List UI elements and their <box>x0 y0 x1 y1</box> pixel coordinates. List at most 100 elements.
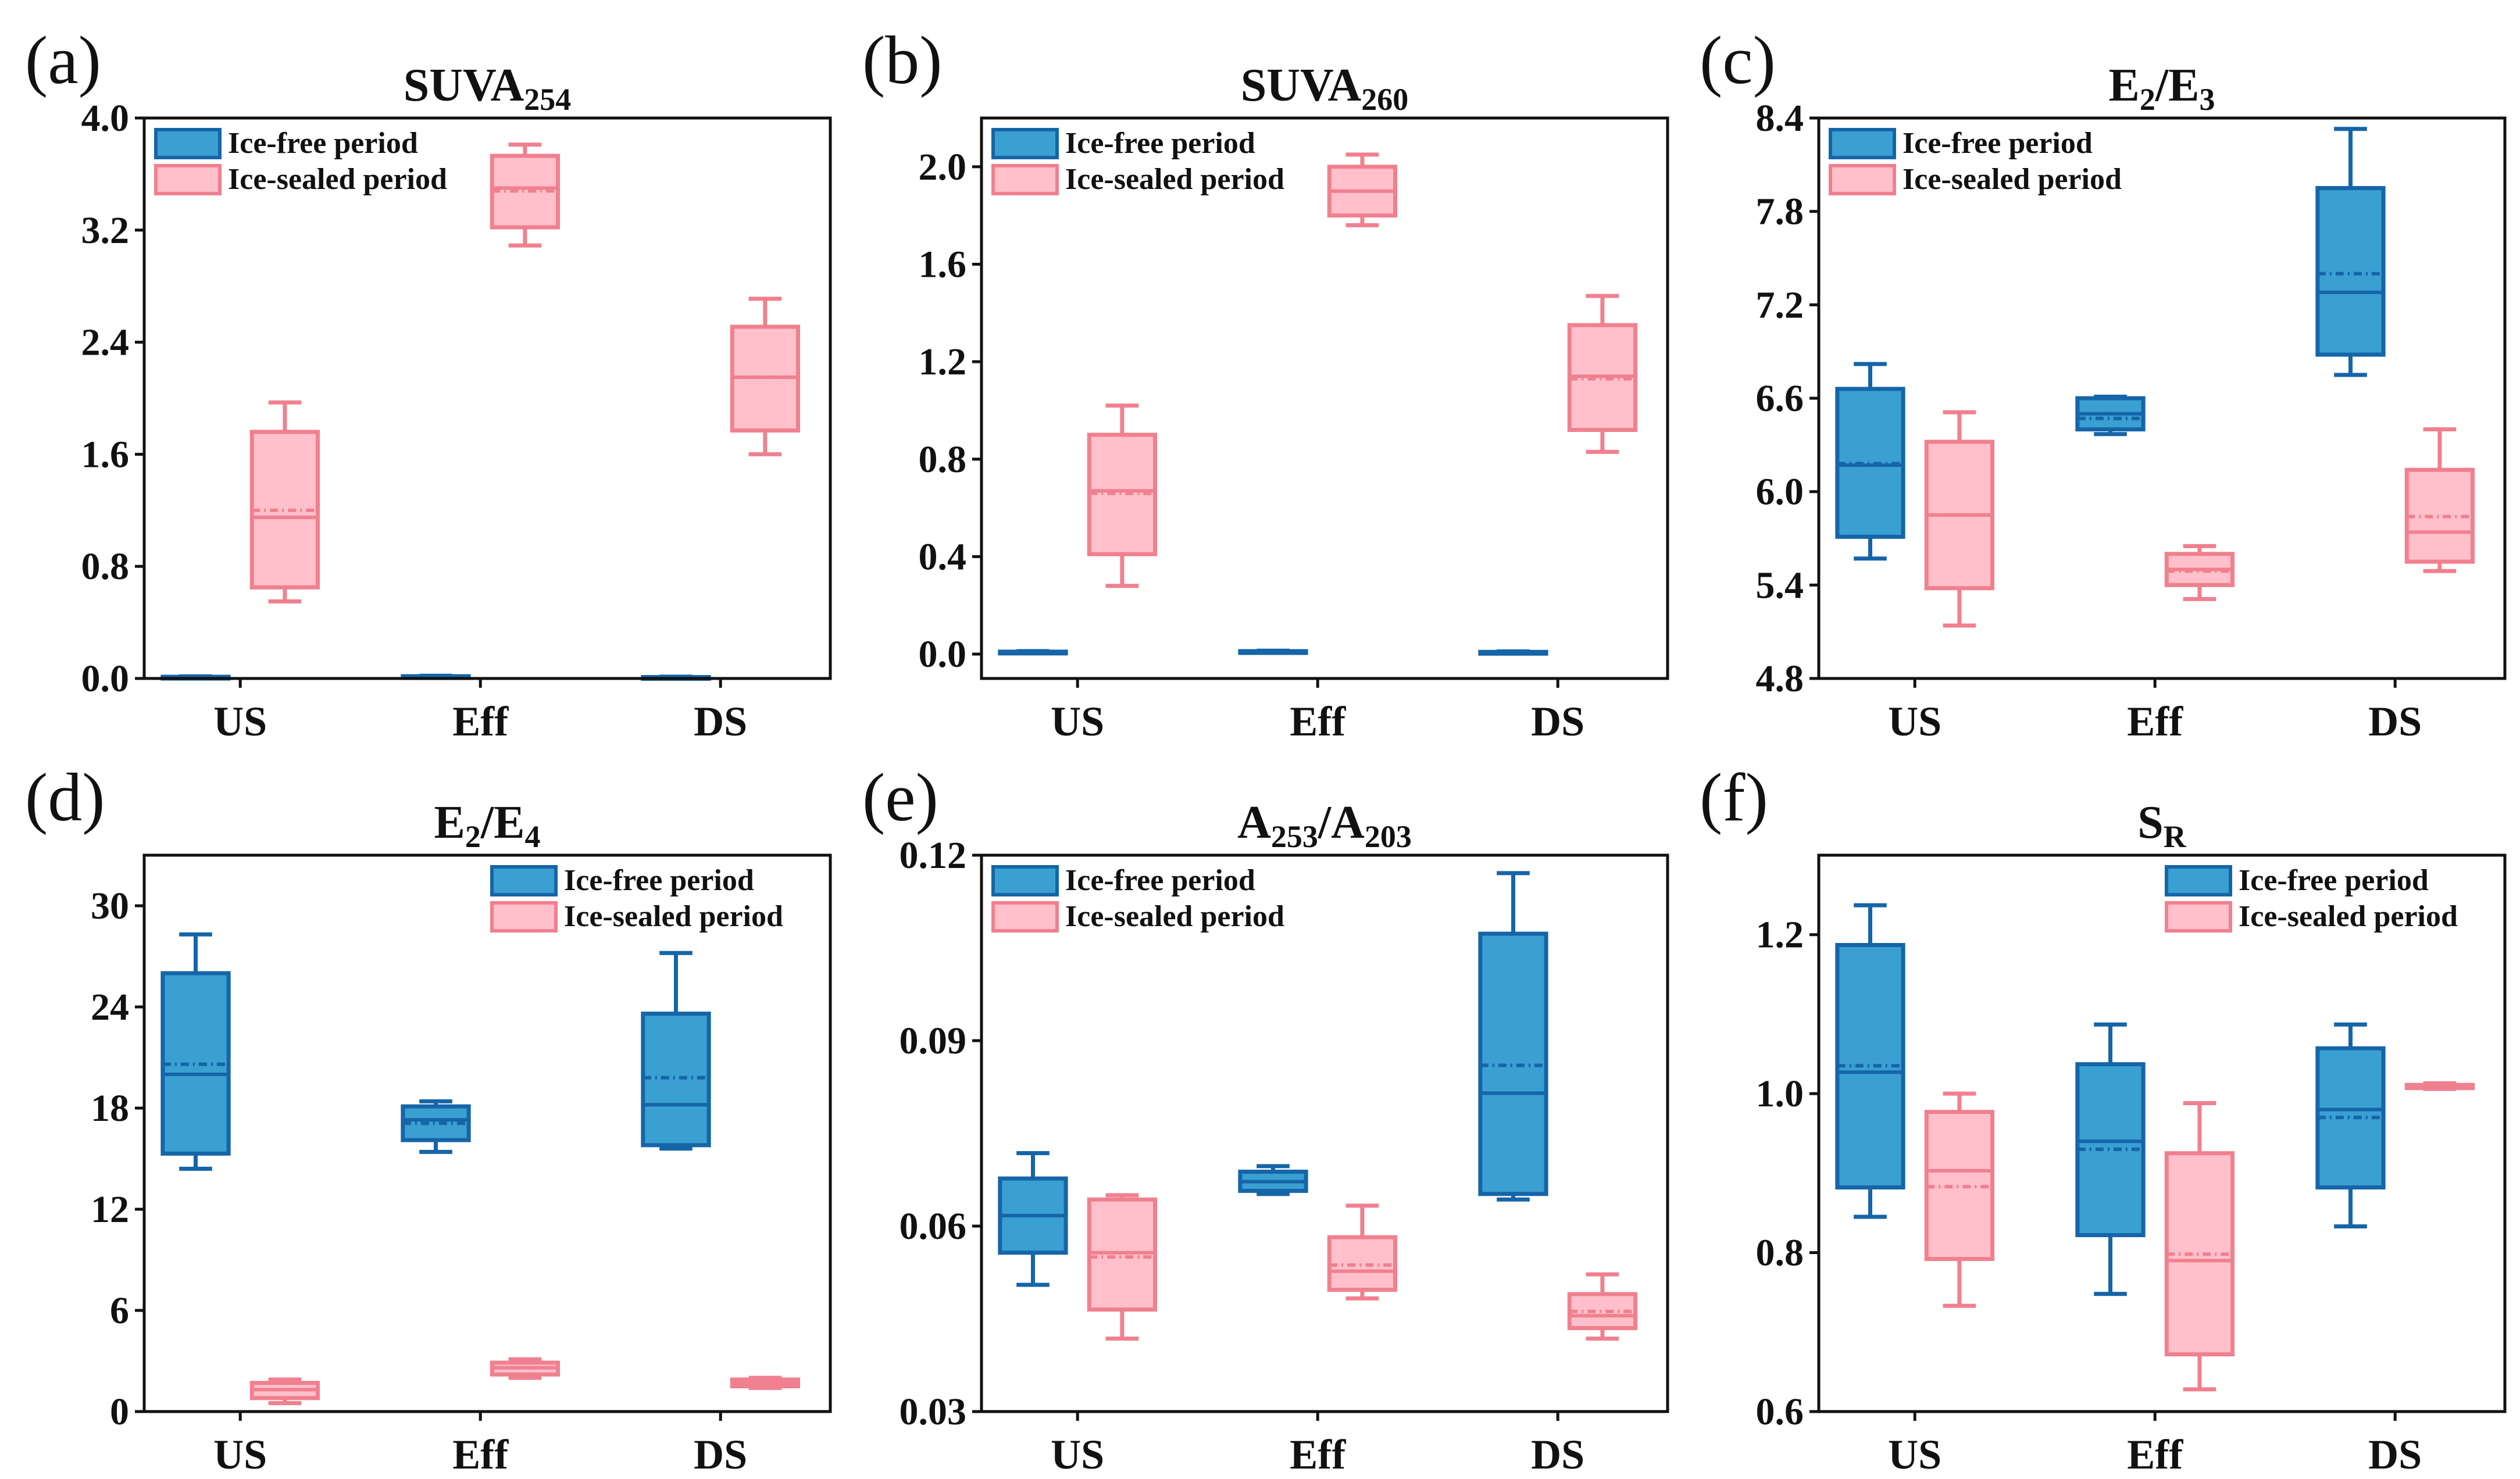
x-category-label: DS <box>2368 1431 2422 1478</box>
box-ice-free-us <box>160 932 231 1171</box>
legend-label: Ice-sealed period <box>1065 900 1284 933</box>
y-tick-label: 4.8 <box>1756 658 1804 700</box>
legend-label: Ice-free period <box>1065 127 1255 160</box>
legend-label: Ice-free period <box>228 127 418 160</box>
panel-title: SUVA260 <box>1241 60 1409 117</box>
title-title-b-sub: 3 <box>2199 82 2215 117</box>
legend-swatch <box>2165 865 2232 896</box>
panel-title: SUVA254 <box>404 60 572 117</box>
y-tick-label: 30 <box>91 885 129 927</box>
legend-entry-ice-sealed: Ice-sealed period <box>2165 900 2458 933</box>
box-ice-sealed-ds <box>2404 1081 2475 1091</box>
box-ice-free-ds <box>1478 871 1548 1202</box>
box-ice-sealed-us <box>1087 403 1158 588</box>
legend-swatch <box>154 164 222 195</box>
panel-b: (b) SUVA260 0.0 0.4 0.8 1.2 1.6 2.0 US Eff DS Ice-f… <box>862 22 1669 745</box>
box-ice-sealed-ds <box>730 1376 801 1390</box>
title-title: S <box>2137 797 2164 848</box>
y-tick-label: 2.4 <box>81 321 130 364</box>
legend-entry-ice-free: Ice-free period <box>991 864 1255 897</box>
legend-entry-ice-free: Ice-free period <box>2165 864 2429 897</box>
box-ice-free-us <box>998 649 1068 656</box>
title-title-sep: / <box>1318 797 1332 848</box>
box-iqr <box>1567 1292 1638 1330</box>
y-tick-label: 0.8 <box>1756 1232 1804 1274</box>
legend-swatch <box>991 865 1059 896</box>
legend-entry-ice-free: Ice-free period <box>1829 127 2093 160</box>
title-title-sub: 253 <box>1271 819 1318 854</box>
box-ice-sealed-us <box>249 400 320 603</box>
x-category-label: DS <box>1531 698 1584 745</box>
y-tick-label: 3.2 <box>81 209 130 252</box>
box-iqr <box>1087 1197 1158 1312</box>
title-title-b-sub: 4 <box>524 819 540 854</box>
box-ice-sealed-eff <box>2164 544 2235 601</box>
box-ice-sealed-eff <box>1327 1203 1398 1301</box>
panel-f: (f) SR 0.6 0.8 1.0 1.2 US Eff DS Ice-free periodI… <box>1700 759 2507 1478</box>
box-ice-free-ds <box>641 951 711 1151</box>
panel-letter: (d) <box>25 759 105 835</box>
legend-entry-ice-sealed: Ice-sealed period <box>1829 163 2122 196</box>
panel-letter: (c) <box>1700 22 1776 98</box>
y-tick-label: 1.6 <box>81 433 130 476</box>
title-title: SUVA <box>1241 60 1362 111</box>
legend-label: Ice-sealed period <box>2239 900 2458 933</box>
title-title: E <box>434 797 465 848</box>
box-ice-sealed-us <box>1924 1091 1995 1308</box>
box-ice-free-ds <box>2315 127 2386 377</box>
legend-entry-ice-sealed: Ice-sealed period <box>991 900 1284 933</box>
legend-entry-ice-free: Ice-free period <box>154 127 418 160</box>
y-tick-label: 0.8 <box>919 438 967 481</box>
y-tick-label: 1.2 <box>919 341 967 383</box>
box-ice-sealed-ds <box>1567 294 1638 454</box>
plot-frame <box>1817 853 2507 1413</box>
panel-a: (a) SUVA254 0.0 0.8 1.6 2.4 3.2 4.0 US Eff DS Ice-f… <box>25 22 832 745</box>
x-category-label: US <box>213 698 267 745</box>
x-category-label: Eff <box>2127 1431 2183 1478</box>
box-ice-free-eff <box>1238 648 1308 655</box>
title-title-b: A <box>1331 797 1365 848</box>
plot-frame <box>980 116 1669 680</box>
plot-frame <box>142 853 832 1413</box>
title-title-sub: 260 <box>1361 82 1408 117</box>
box-ice-sealed-ds <box>730 296 801 456</box>
box-iqr <box>2315 186 2386 357</box>
x-category-label: DS <box>694 1431 747 1478</box>
panel-title: A253/A203 <box>1237 797 1412 854</box>
x-category-label: DS <box>1531 1431 1584 1478</box>
panel-c: (c) E2/E34.85.46.06.67.27.88.4US Eff DSIce-… <box>1700 22 2507 745</box>
legend-label: Ice-free period <box>1065 864 1255 897</box>
legend-swatch <box>1829 164 1896 195</box>
y-tick-label: 24 <box>91 986 129 1028</box>
x-category-label: US <box>1888 698 1941 745</box>
y-tick-label: 4.0 <box>81 97 130 140</box>
y-tick-label: 7.2 <box>1756 284 1804 326</box>
y-tick-label: 18 <box>91 1087 129 1130</box>
legend-swatch <box>490 865 558 896</box>
x-category-label: US <box>1051 698 1104 745</box>
box-ice-free-us <box>1835 362 1905 561</box>
y-tick-label: 0.8 <box>81 545 130 588</box>
legend-swatch <box>490 901 558 933</box>
box-ice-sealed-ds <box>1567 1272 1638 1341</box>
box-ice-sealed-us <box>249 1377 320 1405</box>
box-ice-free-ds <box>1478 649 1548 656</box>
y-tick-label: 0.0 <box>919 633 967 676</box>
y-tick-label: 0.0 <box>81 658 130 700</box>
title-title: E <box>2109 60 2140 111</box>
title-title: SUVA <box>404 60 524 111</box>
x-category-label: DS <box>694 698 747 745</box>
y-tick-label: 0.4 <box>919 535 967 578</box>
title-title-sep: / <box>480 797 495 848</box>
x-category-label: Eff <box>1290 698 1346 745</box>
legend-label: Ice-free period <box>2239 864 2429 897</box>
legend-label: Ice-free period <box>564 864 754 897</box>
box-ice-sealed-eff <box>490 1357 561 1380</box>
legend-entry-ice-sealed: Ice-sealed period <box>490 900 783 933</box>
legend-entry-ice-sealed: Ice-sealed period <box>991 163 1284 196</box>
x-category-label: Eff <box>452 1431 509 1478</box>
y-tick-label: 1.0 <box>1756 1073 1804 1115</box>
y-tick-label: 6 <box>110 1289 129 1332</box>
y-tick-label: 6.0 <box>1756 471 1804 513</box>
title-title-b-sub: 203 <box>1365 819 1412 854</box>
